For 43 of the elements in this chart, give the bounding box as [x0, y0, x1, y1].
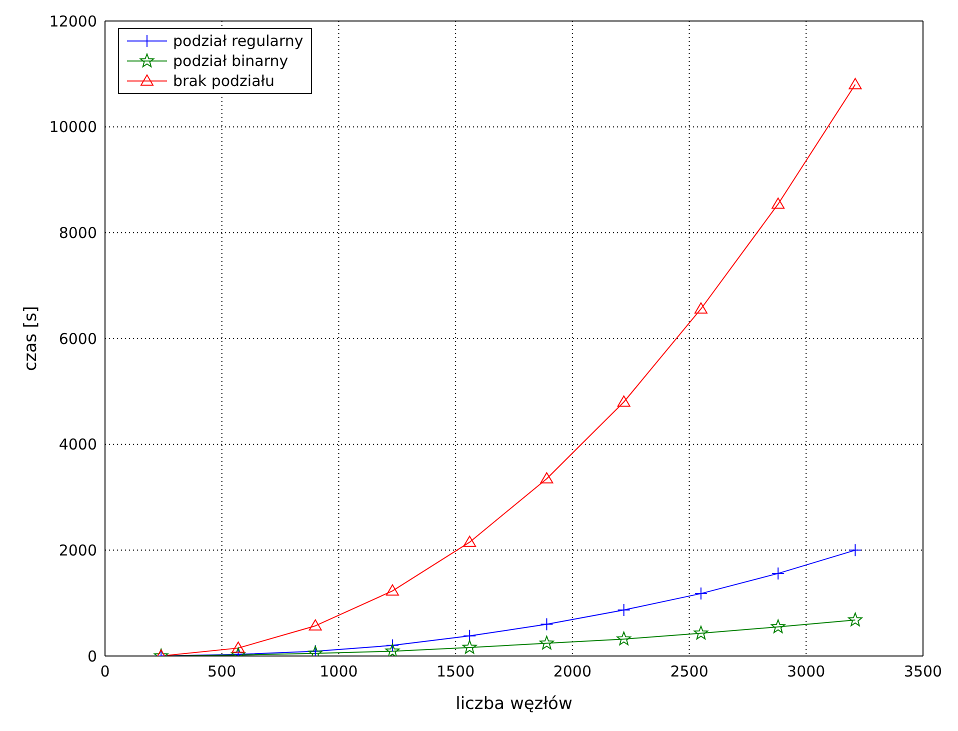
point	[694, 587, 708, 600]
legend-label: brak podziału	[173, 72, 275, 90]
point	[772, 198, 785, 209]
y-tick-label: 12000	[49, 12, 97, 30]
point	[848, 612, 862, 626]
y-tick-label: 4000	[58, 436, 97, 454]
y-tick-label: 2000	[58, 541, 97, 560]
point	[386, 584, 399, 596]
point	[385, 644, 400, 656]
y-tick-label: 6000	[58, 330, 97, 348]
x-tick-label: 500	[208, 662, 236, 681]
x-tick-label: 1500	[436, 662, 475, 681]
point	[386, 638, 399, 652]
y-tick-label: 10000	[49, 118, 97, 136]
point	[694, 626, 708, 640]
point	[463, 629, 476, 642]
point	[770, 619, 786, 634]
point	[463, 536, 476, 547]
point	[616, 632, 632, 646]
legend-label: podział regularny	[173, 32, 304, 50]
x-tick-label: 2500	[670, 662, 708, 681]
point	[848, 544, 862, 557]
y-tick-label: 0	[87, 647, 97, 666]
x-tick-label: 3000	[787, 662, 826, 681]
point	[308, 619, 322, 631]
point	[617, 603, 630, 616]
point	[540, 618, 554, 631]
legend-label: podział binarny	[173, 52, 288, 70]
point	[540, 636, 554, 650]
point	[540, 472, 554, 484]
point	[694, 302, 708, 314]
point	[232, 642, 245, 653]
y-axis-title: czas [s]	[21, 306, 42, 372]
point	[617, 396, 630, 407]
x-tick-label: 2000	[553, 662, 592, 681]
x-tick-label: 3500	[904, 662, 942, 681]
y-tick-label: 8000	[58, 224, 97, 242]
point	[848, 78, 862, 90]
x-tick-label: 1000	[320, 662, 358, 681]
x-axis-title: liczba węzłów	[456, 694, 572, 714]
point	[772, 566, 785, 580]
x-tick-label: 0	[100, 662, 110, 681]
point	[462, 640, 477, 654]
